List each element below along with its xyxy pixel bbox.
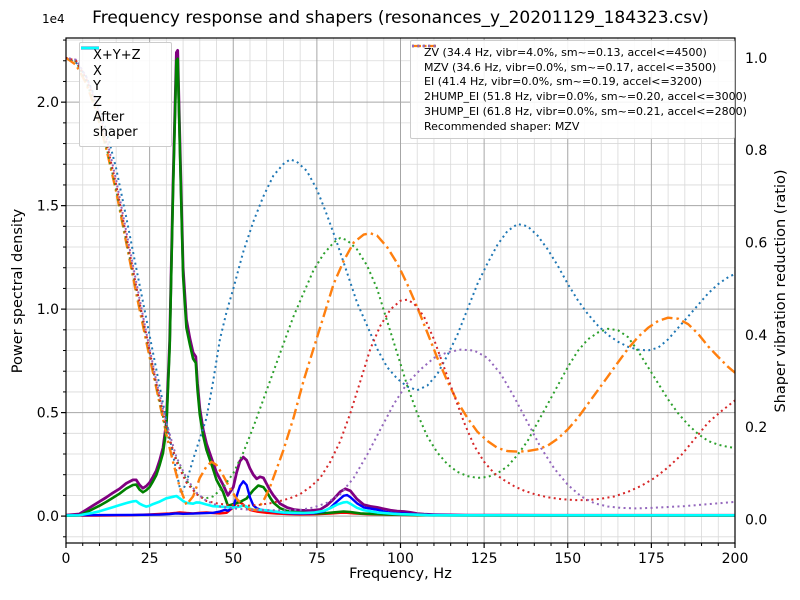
y-axis-multiplier: 1e4	[42, 12, 65, 26]
tick-label: 175	[638, 551, 665, 567]
tick-label: 150	[554, 551, 581, 567]
tick-label: 50	[224, 551, 242, 567]
tick-label: 1.5	[37, 199, 59, 215]
legend-label: MZV (34.6 Hz, vibr=0.0%, sm~=0.17, accel…	[424, 60, 717, 74]
legend-item-z: Z	[81, 46, 164, 111]
series-x-y-z	[66, 49, 735, 517]
series-y	[66, 57, 735, 517]
legend-label: 3HUMP_EI (61.8 Hz, vibr=0.0%, sm~=0.21, …	[424, 105, 747, 119]
legend-label: Z	[93, 94, 102, 110]
legend-item-3hump-ei: 3HUMP_EI (61.8 Hz, vibr=0.0%, sm~=0.21, …	[412, 44, 747, 119]
legend-label: X	[93, 63, 102, 79]
y-left-axis-label: Power spectral density	[10, 208, 26, 374]
legend-item-zv: ZV (34.4 Hz, vibr=4.0%, sm~=0.13, accel<…	[412, 44, 727, 60]
legend-label: Y	[93, 79, 101, 95]
legend-footer: Recommended shaper: MZV	[418, 119, 727, 134]
tick-label: 2.0	[37, 95, 59, 111]
chart-title: Frequency response and shapers (resonanc…	[92, 8, 709, 28]
legend-label: EI (41.4 Hz, vibr=0.0%, sm~=0.19, accel<…	[424, 75, 702, 89]
legend-item-y: Y	[81, 46, 164, 95]
tick-label: 75	[308, 551, 326, 567]
legend-item-x: X	[81, 46, 164, 80]
tick-label: 0.4	[745, 328, 767, 344]
legend-footer-label: Recommended shaper: MZV	[424, 119, 580, 133]
legend-item-mzv: MZV (34.6 Hz, vibr=0.0%, sm~=0.17, accel…	[412, 44, 727, 75]
legend-line-sample	[411, 41, 437, 51]
legend-line-sample	[412, 44, 436, 48]
tick-label: 25	[141, 551, 159, 567]
legend-label: X+Y+Z	[93, 48, 141, 63]
tick-label: 1.0	[745, 51, 767, 67]
legend-label: 2HUMP_EI (51.8 Hz, vibr=0.0%, sm~=0.20, …	[424, 90, 747, 104]
tick-label: 1.0	[37, 302, 59, 318]
x-axis-label: Frequency, Hz	[349, 566, 452, 582]
tick-label: 0.0	[37, 509, 59, 525]
series-3hump-ei	[66, 56, 735, 512]
tick-label: 0.8	[745, 143, 767, 159]
tick-label: 0.2	[745, 420, 767, 436]
legend-label: ZV (34.4 Hz, vibr=4.0%, sm~=0.13, accel<…	[424, 45, 707, 59]
psd-legend: X+Y+Z X Y Z After shaper	[79, 42, 172, 148]
legend-label: After shaper	[93, 110, 138, 140]
tick-label: 0.6	[745, 235, 767, 251]
legend-item-ei: EI (41.4 Hz, vibr=0.0%, sm~=0.19, accel<…	[412, 44, 727, 90]
legend-line-sample	[412, 44, 436, 48]
y-right-axis-label: Shaper vibration reduction (ratio)	[773, 169, 789, 413]
curves	[66, 49, 735, 517]
tick-label: 100	[387, 551, 414, 567]
legend-item-after: After shaper	[81, 46, 164, 140]
tick-label: 125	[471, 551, 498, 567]
tick-label: 0.5	[37, 406, 59, 422]
tick-label: 200	[722, 551, 749, 567]
tick-label: 0.0	[745, 512, 767, 528]
series-after-shaper	[66, 494, 735, 517]
tick-label: 0	[62, 551, 71, 567]
series-2hump-ei	[66, 56, 735, 507]
shaper-legend: ZV (34.4 Hz, vibr=4.0%, sm~=0.13, accel<…	[410, 40, 747, 139]
series-mzv	[66, 56, 735, 512]
legend-line-sample	[81, 46, 99, 50]
legend-item-2hump-ei: 2HUMP_EI (51.8 Hz, vibr=0.0%, sm~=0.20, …	[412, 44, 747, 104]
ticks: 0 25 50 75 100 125 150 175 200 0.0 0.5 1.0 1.5 2.0 0.0…	[37, 39, 767, 567]
